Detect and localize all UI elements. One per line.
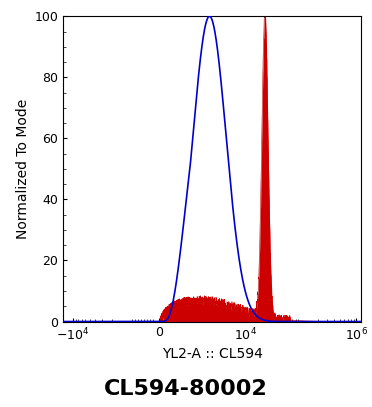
Y-axis label: Normalized To Mode: Normalized To Mode bbox=[16, 99, 31, 239]
Text: CL594-80002: CL594-80002 bbox=[104, 379, 268, 399]
X-axis label: YL2-A :: CL594: YL2-A :: CL594 bbox=[161, 347, 263, 361]
